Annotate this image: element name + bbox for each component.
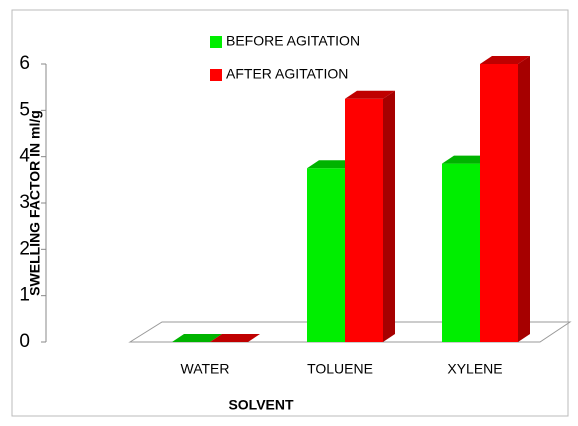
x-tick-label: WATER bbox=[181, 361, 230, 377]
legend-label: AFTER AGITATION bbox=[226, 66, 348, 82]
bar-top bbox=[442, 155, 492, 164]
y-tick-label: 5 bbox=[19, 99, 30, 120]
bar-top bbox=[210, 334, 260, 342]
y-tick-label: 2 bbox=[19, 238, 30, 259]
legend-swatch bbox=[210, 36, 222, 48]
bar bbox=[442, 163, 480, 342]
legend-swatch bbox=[210, 69, 222, 81]
y-tick-label: 1 bbox=[19, 285, 30, 306]
bar-side bbox=[383, 90, 395, 342]
y-axis-label: SWELLING FACTOR IN ml/g bbox=[27, 110, 43, 296]
bar-top bbox=[172, 334, 222, 342]
y-tick-label: 4 bbox=[19, 146, 30, 167]
x-tick-label: TOLUENE bbox=[307, 361, 373, 377]
bar bbox=[307, 168, 345, 342]
bar bbox=[345, 98, 383, 342]
bar-side bbox=[518, 56, 530, 342]
x-tick-label: XYLENE bbox=[447, 361, 502, 377]
y-tick-label: 0 bbox=[19, 331, 30, 352]
legend-label: BEFORE AGITATION bbox=[226, 33, 360, 49]
bar-top bbox=[480, 56, 530, 64]
y-tick-label: 3 bbox=[19, 192, 30, 213]
x-axis-label: SOLVENT bbox=[228, 397, 294, 413]
bar-top bbox=[345, 90, 395, 99]
y-tick-label: 6 bbox=[19, 53, 30, 74]
bar bbox=[480, 64, 518, 342]
bar-top bbox=[307, 160, 357, 169]
